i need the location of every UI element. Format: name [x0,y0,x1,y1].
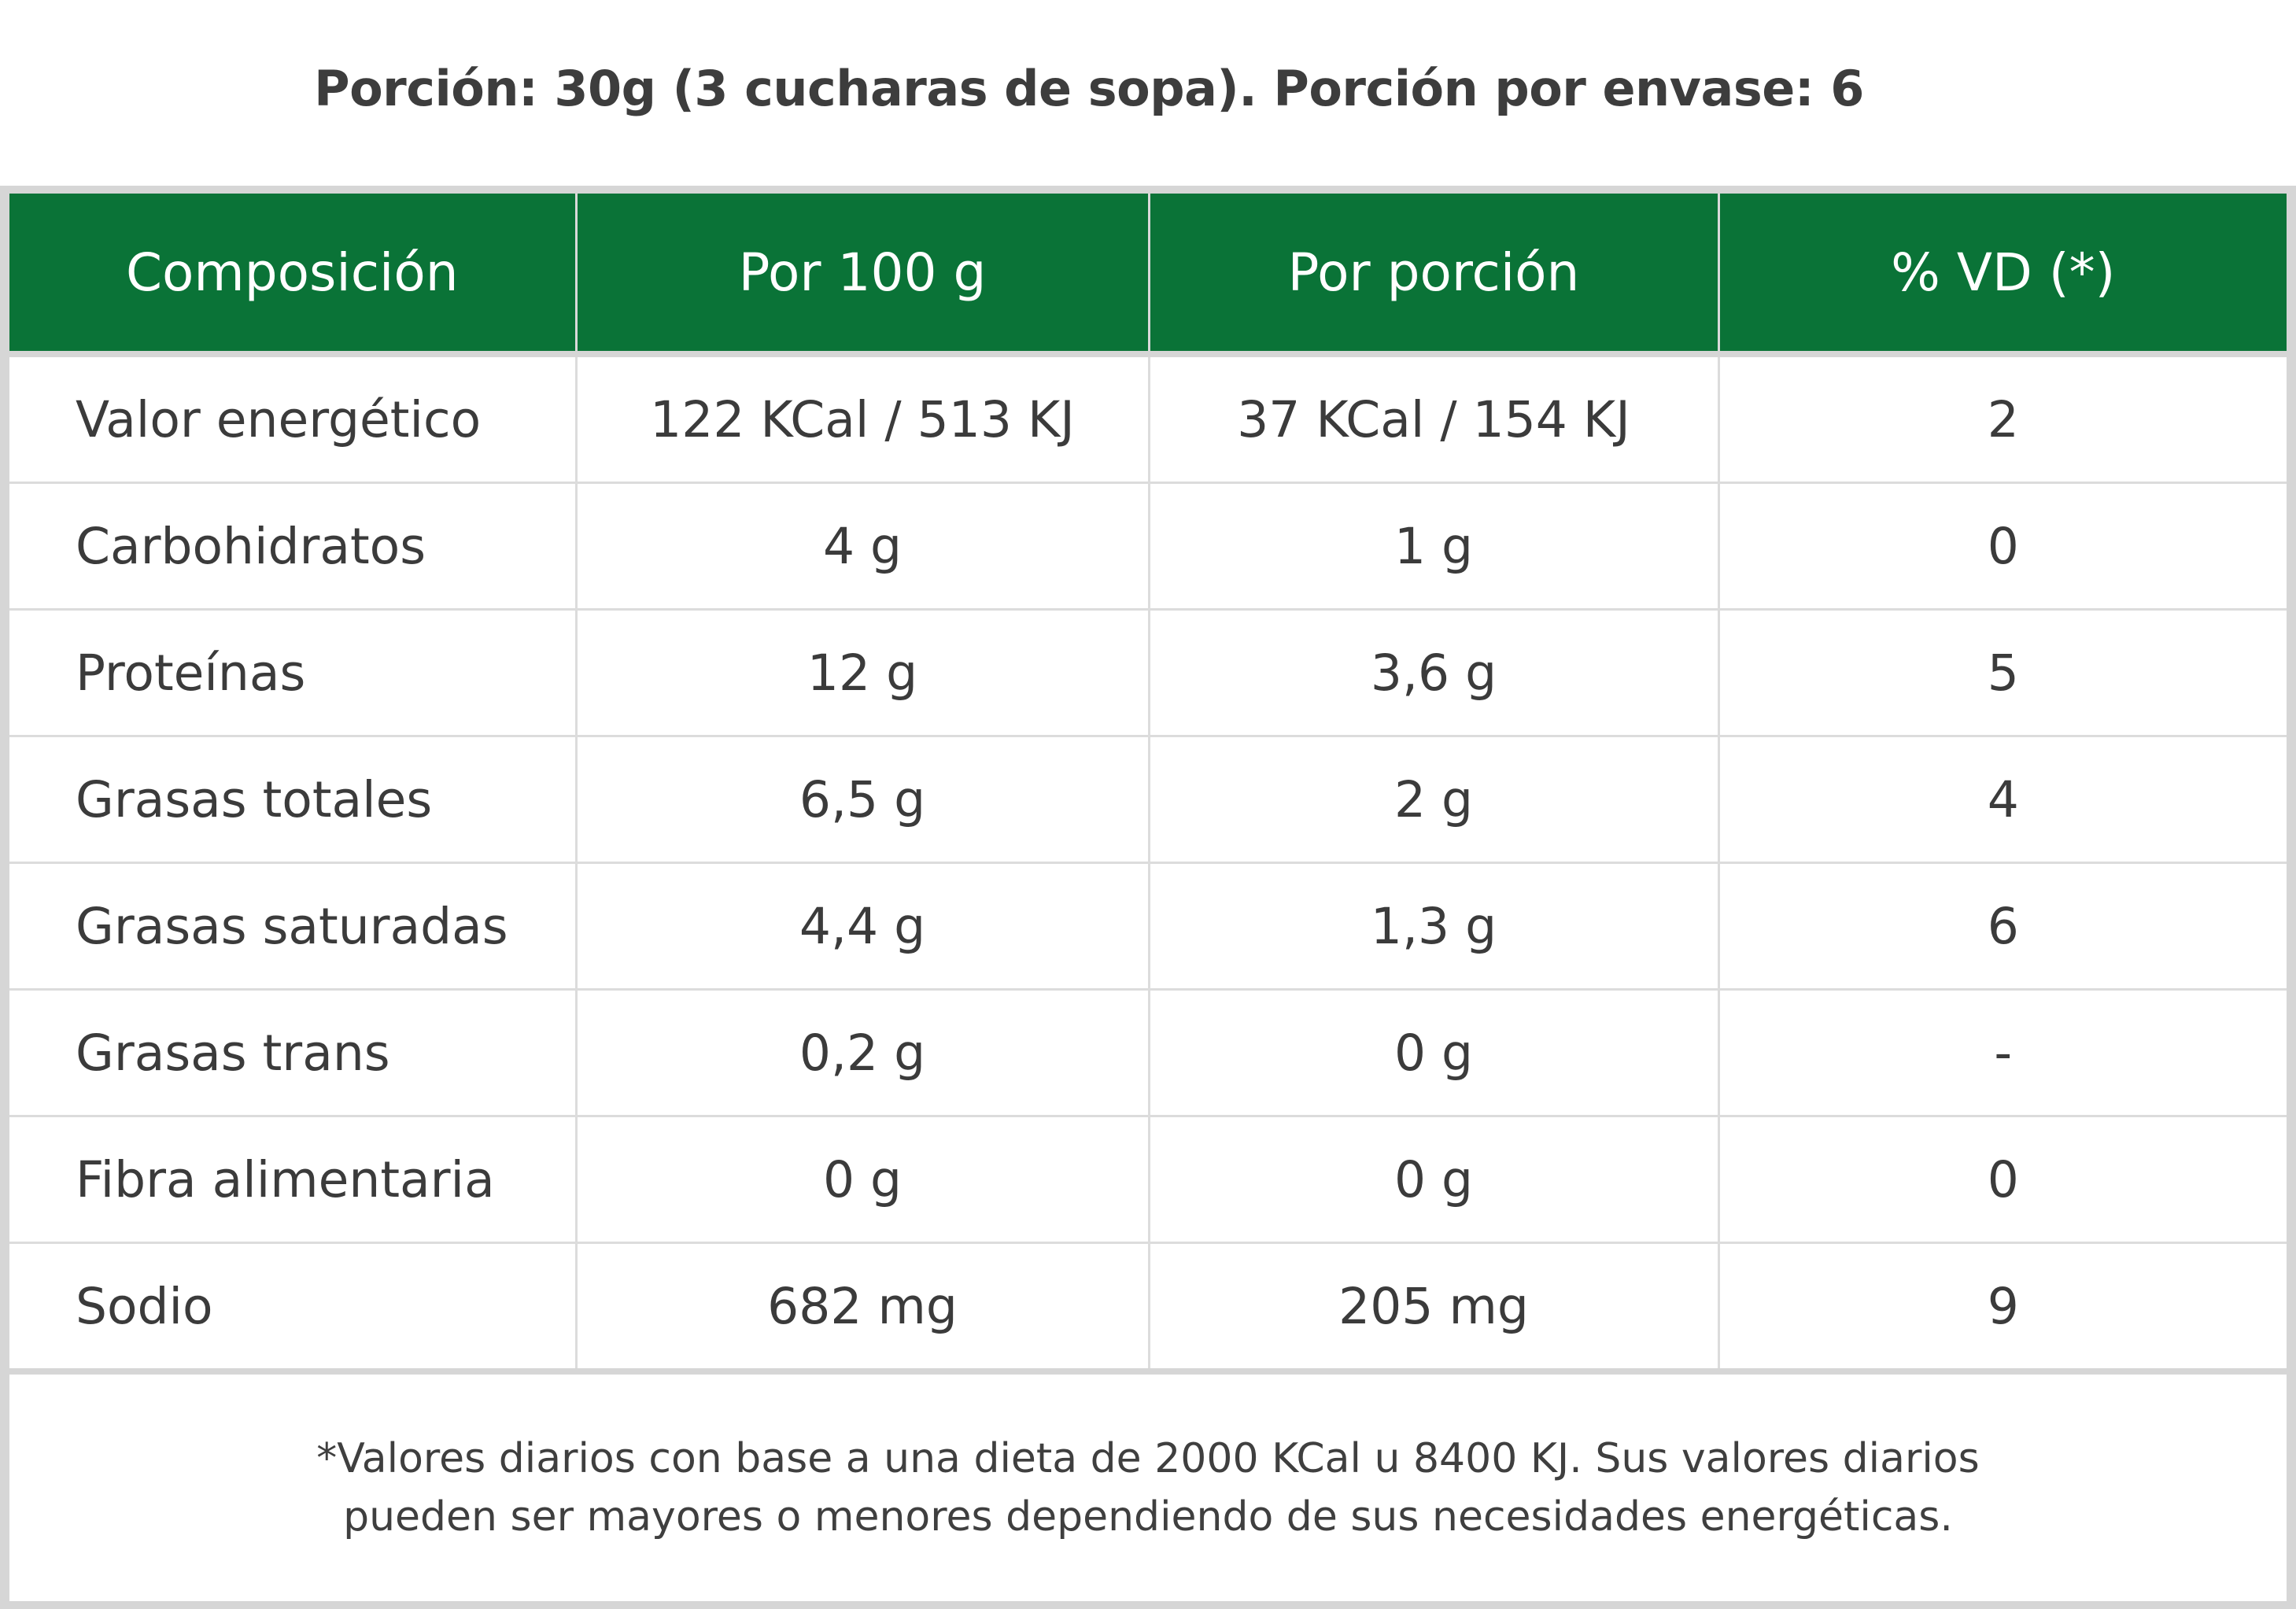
table-row: Grasas saturadas 4,4 g 1,3 g 6 [9,862,2287,990]
per-100g-value: 682 mg [576,1242,1150,1368]
header-composition: Composición [9,194,578,354]
table-row: Grasas totales 6,5 g 2 g 4 [9,735,2287,863]
per-serving-value: 205 mg [1149,1242,1720,1368]
daily-value-percent: 0 [1718,1115,2287,1243]
per-100g-value: 4 g [576,482,1150,610]
nutrient-name: Fibra alimentaria [9,1115,578,1243]
per-serving-value: 0 g [1149,988,1720,1116]
daily-value-percent: 4 [1718,735,2287,863]
per-100g-value: 122 KCal / 513 KJ [576,351,1150,483]
table-row: Grasas trans 0,2 g 0 g - [9,988,2287,1116]
header-per-serving: Por porción [1149,194,1720,354]
nutrition-facts-panel: Composición Por 100 g Por porción % VD (… [0,186,2296,1609]
nutrient-name: Grasas trans [9,988,578,1116]
nutrition-table: Composición Por 100 g Por porción % VD (… [9,194,2287,1368]
per-serving-value: 2 g [1149,735,1720,863]
nutrient-name: Grasas totales [9,735,578,863]
per-100g-value: 12 g [576,608,1150,736]
nutrient-name: Proteínas [9,608,578,736]
daily-value-percent: - [1718,988,2287,1116]
per-serving-value: 0 g [1149,1115,1720,1243]
per-serving-value: 1 g [1149,482,1720,610]
table-row: Fibra alimentaria 0 g 0 g 0 [9,1115,2287,1243]
table-row: Proteínas 12 g 3,6 g 5 [9,608,2287,736]
serving-size-title: Porción: 30g (3 cucharas de sopa). Porci… [314,60,1864,117]
daily-value-percent: 0 [1718,482,2287,610]
daily-value-percent: 9 [1718,1242,2287,1368]
per-100g-value: 6,5 g [576,735,1150,863]
daily-values-footnote: *Valores diarios con base a una dieta de… [9,1375,2287,1601]
per-100g-value: 0,2 g [576,988,1150,1116]
table-row: Sodio 682 mg 205 mg 9 [9,1242,2287,1368]
per-serving-value: 3,6 g [1149,608,1720,736]
per-serving-value: 37 KCal / 154 KJ [1149,351,1720,483]
header-daily-value: % VD (*) [1718,194,2287,354]
daily-value-percent: 5 [1718,608,2287,736]
per-100g-value: 0 g [576,1115,1150,1243]
footnote-line: *Valores diarios con base a una dieta de… [316,1435,1980,1482]
footnote-line: pueden ser mayores o menores dependiendo… [343,1493,1953,1541]
per-serving-value: 1,3 g [1149,862,1720,990]
footnote-text: *Valores diarios con base a una dieta de… [282,1430,2014,1546]
table-row: Carbohidratos 4 g 1 g 0 [9,482,2287,610]
nutrient-name: Grasas saturadas [9,862,578,990]
table-row: Valor energético 122 KCal / 513 KJ 37 KC… [9,351,2287,483]
nutrient-name: Carbohidratos [9,482,578,610]
per-100g-value: 4,4 g [576,862,1150,990]
table-header-row: Composición Por 100 g Por porción % VD (… [9,194,2287,354]
nutrient-name: Sodio [9,1242,578,1368]
daily-value-percent: 6 [1718,862,2287,990]
nutrient-name: Valor energético [9,351,578,483]
header-per-100g: Por 100 g [576,194,1150,354]
daily-value-percent: 2 [1718,351,2287,483]
